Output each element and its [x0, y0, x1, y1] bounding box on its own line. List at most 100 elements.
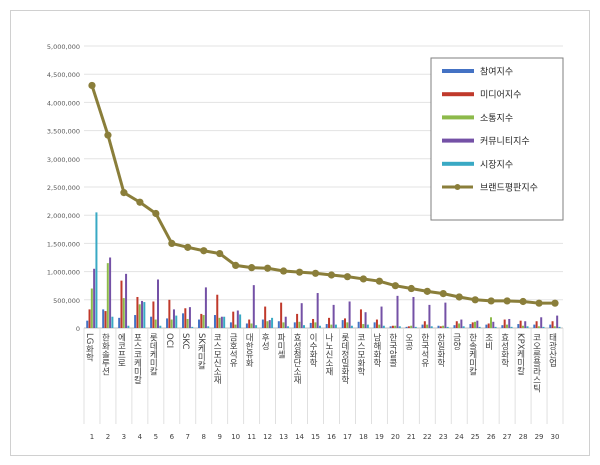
bar	[394, 325, 397, 328]
bar	[287, 326, 290, 328]
legend-label: 미디어지수	[480, 90, 521, 101]
rank-label: 5	[154, 433, 158, 441]
bar	[143, 302, 146, 328]
category-label: 한국알콜	[387, 333, 397, 367]
line-point	[327, 271, 336, 279]
rank-label: 8	[202, 433, 206, 441]
bar	[455, 321, 458, 328]
category-label: 나노신소재	[323, 333, 333, 376]
rank-label: 2	[106, 433, 110, 441]
bar	[282, 322, 285, 328]
legend-label: 참여지수	[480, 66, 513, 78]
bar	[378, 324, 381, 328]
y-tick-label: 5,000,000	[47, 43, 80, 51]
bar	[478, 326, 481, 328]
bar	[293, 322, 296, 328]
category-label: 후성	[260, 333, 270, 350]
bar	[405, 326, 408, 328]
bar	[309, 322, 312, 328]
bar	[106, 263, 109, 328]
bar	[359, 309, 362, 328]
y-tick-label: 3,000,000	[47, 156, 80, 164]
category-label: 한일화학	[435, 333, 445, 368]
bar	[318, 325, 321, 328]
y-tick-label: 2,500,000	[47, 184, 80, 192]
legend-swatch	[442, 138, 474, 143]
bar	[487, 323, 490, 328]
bar	[90, 288, 93, 328]
bar	[200, 313, 203, 328]
bar	[102, 309, 105, 328]
bar	[159, 325, 162, 328]
legend-label: 시장지수	[480, 159, 513, 170]
bar	[248, 319, 251, 328]
category-label: 에코프로	[116, 333, 126, 367]
line-point	[471, 296, 479, 304]
bar	[485, 324, 488, 328]
rank-label: 18	[359, 433, 368, 441]
line-point	[104, 131, 112, 139]
line-point	[184, 243, 192, 251]
bar	[366, 324, 369, 328]
bar	[458, 323, 461, 328]
category-label: 효성화학	[499, 333, 509, 368]
category-label: 조비	[483, 333, 493, 351]
category-label: 남해화학	[371, 333, 381, 368]
bar	[535, 321, 538, 328]
line-point	[279, 267, 288, 275]
bar	[261, 319, 264, 328]
bar	[122, 298, 125, 328]
bar	[357, 321, 360, 328]
bar	[198, 319, 201, 328]
brand-reputation-chart: 0 500,000 1,000,000 1,500,000 2,000,000 2,500…	[47, 43, 564, 441]
category-label: 코오롱플라스틱	[531, 333, 541, 393]
bar	[537, 326, 540, 328]
category-label: 한솔케미칼	[467, 333, 477, 376]
bar	[172, 309, 175, 328]
line-point	[551, 299, 559, 307]
line-point	[359, 275, 368, 283]
bar	[136, 296, 139, 328]
line-point	[455, 293, 463, 301]
bar	[332, 304, 335, 328]
bar	[469, 324, 472, 328]
y-tick-label: 1,000,000	[47, 269, 80, 277]
bar	[430, 326, 433, 328]
rank-label: 4	[138, 433, 143, 441]
bar	[533, 324, 536, 328]
line-point	[407, 284, 415, 293]
category-label: OCI	[164, 333, 174, 348]
bar	[442, 325, 445, 328]
bar	[414, 326, 417, 328]
bar	[334, 324, 337, 328]
bar	[125, 273, 128, 328]
bar	[444, 302, 447, 328]
bar	[540, 317, 543, 328]
bar	[348, 301, 351, 328]
bar	[460, 319, 463, 328]
line-point	[248, 264, 256, 272]
bar	[556, 315, 559, 328]
category-label: 코스모신소재	[212, 333, 222, 385]
bar	[350, 325, 353, 328]
bar	[476, 320, 479, 328]
rank-label: 23	[439, 433, 448, 441]
y-tick-label: 4,500,000	[47, 71, 80, 79]
bar	[245, 323, 248, 328]
bar	[453, 325, 456, 328]
bar	[232, 311, 235, 328]
bar	[127, 325, 130, 328]
bar	[218, 317, 221, 328]
rank-label: 24	[455, 433, 464, 441]
line-point	[311, 269, 320, 277]
bar	[239, 314, 242, 328]
line-point	[391, 282, 399, 290]
bar	[168, 299, 171, 328]
line-point	[519, 297, 527, 306]
bar	[109, 257, 112, 328]
bar	[407, 326, 410, 328]
bar	[380, 306, 383, 328]
bar	[264, 306, 267, 328]
bar	[284, 316, 287, 328]
bar	[95, 212, 98, 328]
